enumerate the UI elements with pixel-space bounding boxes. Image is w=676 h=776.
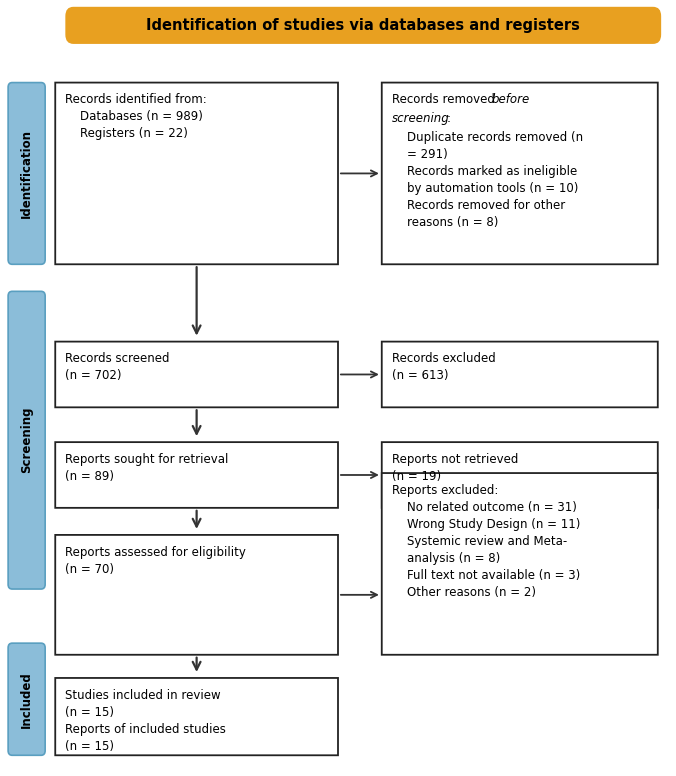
Text: Records screened
(n = 702): Records screened (n = 702) (66, 352, 170, 383)
FancyBboxPatch shape (382, 442, 658, 508)
Text: screening: screening (392, 112, 450, 125)
FancyBboxPatch shape (55, 678, 338, 755)
FancyBboxPatch shape (382, 82, 658, 265)
FancyBboxPatch shape (8, 82, 45, 265)
Text: Reports not retrieved
(n = 19): Reports not retrieved (n = 19) (392, 453, 518, 483)
FancyBboxPatch shape (66, 7, 661, 44)
FancyBboxPatch shape (55, 341, 338, 407)
Text: Included: Included (20, 670, 33, 728)
Text: Identification of studies via databases and registers: Identification of studies via databases … (146, 18, 580, 33)
Text: Records identified from:
    Databases (n = 989)
    Registers (n = 22): Records identified from: Databases (n = … (66, 93, 207, 140)
Text: Reports sought for retrieval
(n = 89): Reports sought for retrieval (n = 89) (66, 453, 228, 483)
Text: Screening: Screening (20, 407, 33, 473)
FancyBboxPatch shape (8, 291, 45, 589)
Text: Identification: Identification (20, 129, 33, 218)
Text: Duplicate records removed (n
    = 291)
    Records marked as ineligible
    by : Duplicate records removed (n = 291) Reco… (392, 131, 583, 230)
FancyBboxPatch shape (382, 473, 658, 655)
Text: Reports excluded:
    No related outcome (n = 31)
    Wrong Study Design (n = 11: Reports excluded: No related outcome (n … (392, 484, 580, 599)
Text: Reports assessed for eligibility
(n = 70): Reports assessed for eligibility (n = 70… (66, 546, 246, 576)
FancyBboxPatch shape (55, 82, 338, 265)
Text: Studies included in review
(n = 15)
Reports of included studies
(n = 15): Studies included in review (n = 15) Repo… (66, 689, 226, 753)
FancyBboxPatch shape (55, 442, 338, 508)
Text: Records removed: Records removed (392, 93, 498, 106)
Text: before: before (491, 93, 530, 106)
FancyBboxPatch shape (8, 643, 45, 755)
FancyBboxPatch shape (382, 341, 658, 407)
Text: :: : (447, 112, 451, 125)
FancyBboxPatch shape (55, 535, 338, 655)
Text: Records excluded
(n = 613): Records excluded (n = 613) (392, 352, 496, 383)
